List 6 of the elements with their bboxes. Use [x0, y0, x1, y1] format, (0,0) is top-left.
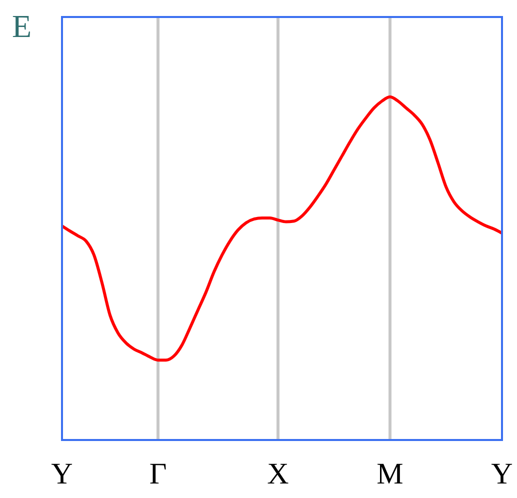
x-tick-label: Y: [51, 457, 73, 490]
x-tick-label: Y: [491, 457, 513, 490]
x-tick-label: X: [267, 457, 290, 490]
x-tick-label: Γ: [149, 457, 167, 490]
x-tick-label: M: [376, 457, 404, 490]
y-axis-title: E: [12, 8, 32, 45]
